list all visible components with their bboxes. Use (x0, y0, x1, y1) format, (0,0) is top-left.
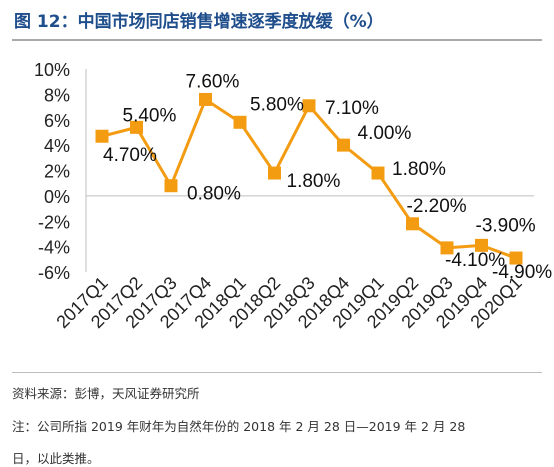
data-label: -3.90% (476, 215, 536, 236)
data-label: 7.10% (325, 98, 379, 119)
data-label: 4.00% (358, 123, 412, 144)
data-point-marker (337, 138, 350, 152)
data-label: -4.10% (445, 250, 505, 271)
y-tick-label: 2% (44, 162, 70, 182)
data-point-marker (95, 129, 109, 143)
data-point-marker (233, 115, 247, 129)
title-divider (12, 39, 542, 41)
source-note: 资料来源：彭博，天风证券研究所 (12, 386, 200, 401)
fiscal-year-note: 注：公司所指 2019 年财年为自然年份的 2018 年 2 月 28 日—20… (12, 419, 466, 434)
line-chart: 10%8%6%4%2%0%-2%-4%-6%2017Q12017Q22017Q3… (34, 60, 552, 332)
y-tick-label: -6% (38, 263, 70, 283)
data-point-marker (509, 251, 523, 265)
data-point-marker (199, 92, 212, 106)
data-point-marker (268, 166, 281, 180)
data-point-marker (475, 238, 488, 252)
y-tick-label: -2% (38, 212, 70, 232)
y-tick-label: 4% (44, 136, 70, 156)
y-tick-label: -4% (38, 238, 70, 258)
y-tick-label: 0% (44, 187, 70, 207)
data-point-marker (164, 179, 178, 193)
figure-title: 图 12：中国市场同店销售增速逐季度放缓（%） (14, 12, 384, 32)
data-point-marker (130, 120, 143, 134)
data-label: -4.90% (492, 262, 552, 283)
data-label: 0.80% (187, 184, 241, 205)
data-label: -2.20% (407, 196, 467, 217)
footer-divider (12, 372, 542, 373)
data-label: 1.80% (392, 159, 446, 180)
data-label: 1.80% (287, 171, 341, 192)
y-tick-label: 10% (34, 60, 70, 80)
data-label: 5.80% (250, 94, 304, 115)
data-point-marker (406, 217, 419, 231)
y-tick-label: 6% (44, 111, 70, 131)
data-label: 5.40% (123, 105, 177, 126)
fiscal-year-note-cont: 日，以此类推。 (12, 451, 100, 466)
data-point-marker (440, 241, 454, 255)
data-label: 7.60% (186, 71, 240, 92)
data-point-marker (302, 99, 316, 113)
data-label: 4.70% (103, 145, 157, 166)
data-point-marker (371, 166, 385, 180)
y-tick-label: 8% (44, 85, 70, 105)
